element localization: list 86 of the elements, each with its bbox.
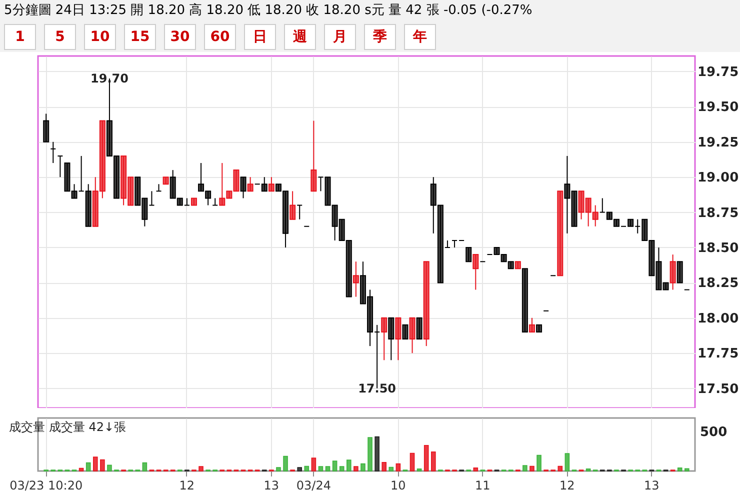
candlestick bbox=[240, 176, 246, 199]
candlestick bbox=[212, 198, 218, 206]
x-tick-label: 12 bbox=[560, 478, 575, 492]
bar bbox=[564, 453, 570, 472]
candlestick bbox=[318, 176, 324, 192]
candlestick bbox=[388, 317, 394, 361]
candlestick bbox=[395, 317, 402, 361]
candlestick bbox=[296, 204, 303, 220]
y-tick-label: 19.50 bbox=[698, 100, 739, 116]
x-tick-label: 13 bbox=[264, 478, 280, 492]
x-tick-label: 10 bbox=[390, 478, 406, 492]
candlestick bbox=[268, 176, 274, 192]
candlestick bbox=[381, 317, 388, 361]
chart-title: 5分鐘圖 24日 13:25 開 18.20 高 18.20 低 18.20 收 18.20 s元 量 42 張 -0.05 (-0.27% bbox=[0, 0, 740, 22]
bar bbox=[297, 467, 302, 472]
candlestick bbox=[670, 254, 676, 290]
candlestick bbox=[50, 141, 56, 164]
y-tick-label: 19.75 bbox=[698, 64, 739, 80]
bar bbox=[78, 468, 84, 472]
x-tick-label: 03/23 10:20 bbox=[10, 478, 83, 492]
y-tick-label: 17.50 bbox=[698, 382, 739, 397]
bar bbox=[304, 466, 310, 472]
candlestick bbox=[402, 324, 408, 340]
candlestick bbox=[310, 120, 317, 192]
bar bbox=[354, 466, 358, 472]
bar bbox=[586, 468, 591, 472]
bar bbox=[410, 452, 415, 472]
bar bbox=[536, 454, 542, 472]
bar bbox=[318, 466, 324, 472]
bar bbox=[522, 465, 528, 472]
candlestick bbox=[466, 246, 472, 262]
x-tick-label: 12 bbox=[179, 478, 195, 492]
bar bbox=[677, 468, 682, 472]
y-tick-label: 19.00 bbox=[698, 170, 739, 186]
candlestick bbox=[156, 184, 162, 192]
bar bbox=[100, 459, 105, 472]
candlestick bbox=[43, 113, 50, 142]
bar bbox=[107, 464, 112, 472]
bar bbox=[368, 437, 372, 472]
annotation: 17.50 bbox=[358, 381, 396, 396]
bar bbox=[86, 462, 91, 472]
x-tick-label: 03/24 bbox=[296, 478, 331, 492]
bar bbox=[388, 466, 394, 472]
bar bbox=[198, 466, 204, 472]
candlestick bbox=[416, 317, 422, 340]
bar bbox=[382, 462, 387, 472]
candlestick bbox=[472, 254, 479, 290]
bar bbox=[396, 463, 401, 472]
candlestick bbox=[57, 155, 64, 178]
y-tick-label: 18.00 bbox=[698, 311, 739, 326]
candlestick bbox=[528, 317, 535, 332]
bar bbox=[424, 444, 429, 472]
candlestick bbox=[676, 261, 683, 284]
text: 500 bbox=[700, 425, 728, 440]
candlestick bbox=[409, 317, 416, 354]
bar bbox=[346, 460, 352, 472]
y-tick-label: 18.25 bbox=[698, 276, 739, 292]
bar bbox=[142, 462, 148, 472]
bar bbox=[416, 468, 422, 472]
bar bbox=[684, 468, 690, 472]
text: 1 5 10 15 30 60 日 週 月 季 年 bbox=[15, 29, 427, 45]
candlestick bbox=[290, 190, 296, 220]
bar bbox=[374, 436, 380, 472]
bar bbox=[92, 456, 98, 472]
candlestick bbox=[247, 176, 254, 192]
bar bbox=[473, 468, 478, 472]
candlestick bbox=[452, 240, 458, 248]
y-tick-label: 19.25 bbox=[698, 135, 739, 150]
annotation: 19.70 bbox=[90, 72, 128, 86]
bar bbox=[276, 467, 281, 472]
bar bbox=[332, 460, 338, 472]
x-tick-label: 11 bbox=[475, 478, 490, 492]
candlestick bbox=[352, 261, 359, 298]
bar bbox=[283, 456, 288, 472]
bar bbox=[325, 466, 330, 472]
y-tick-label: 18.75 bbox=[698, 206, 739, 221]
x-tick-label: 13 bbox=[644, 478, 660, 492]
chart-title: 成交量 成交量 42↓張 bbox=[9, 420, 126, 434]
bar bbox=[339, 466, 344, 472]
bar bbox=[311, 458, 316, 472]
bar bbox=[530, 466, 534, 472]
y-tick-label: 18.50 bbox=[698, 240, 739, 256]
bar bbox=[430, 451, 436, 472]
y-tick-label: 17.75 bbox=[698, 346, 739, 362]
bar bbox=[558, 466, 563, 472]
bar bbox=[360, 463, 366, 472]
